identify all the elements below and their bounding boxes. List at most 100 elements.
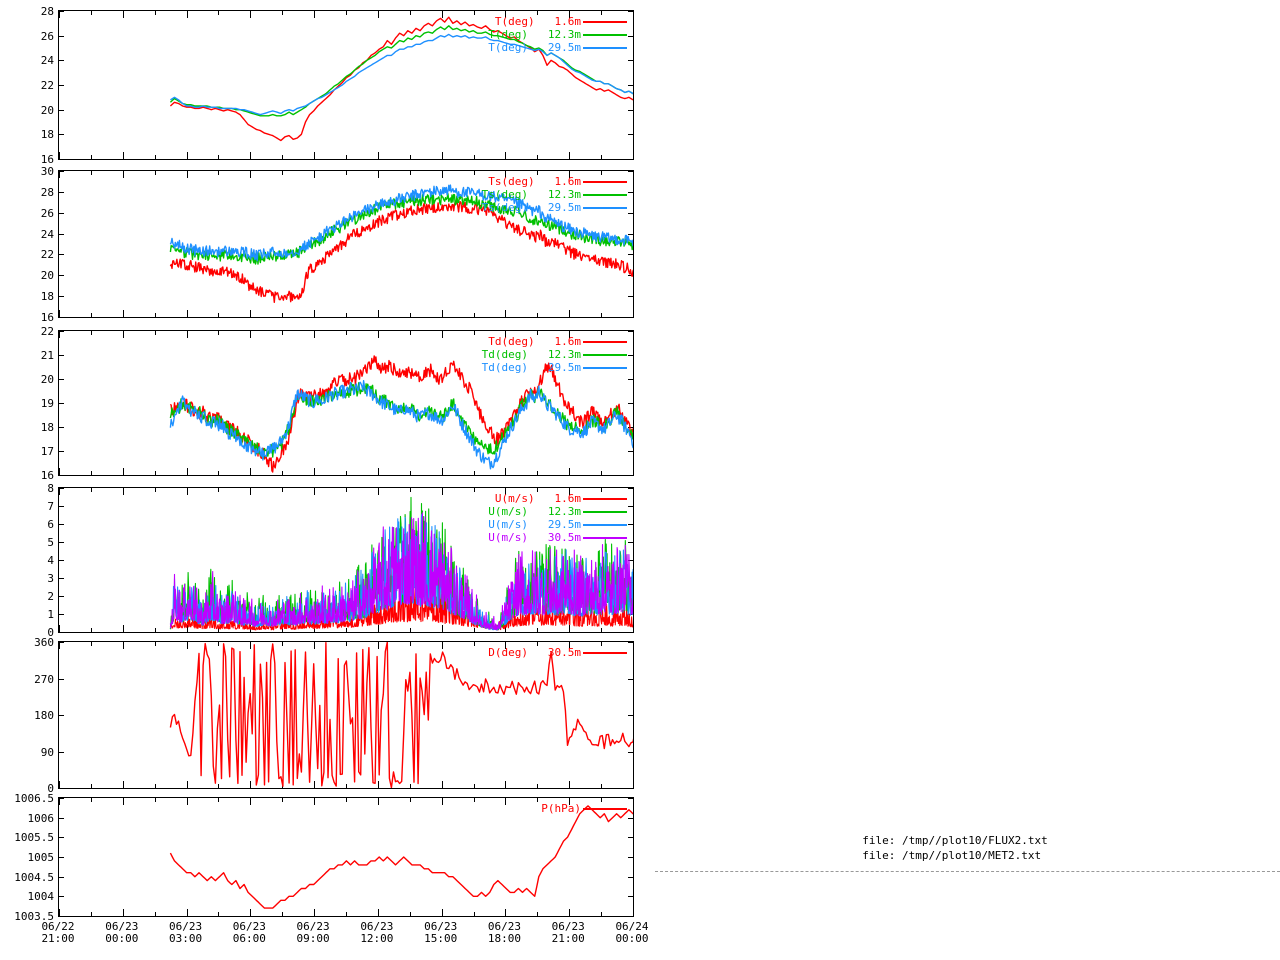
y-tick bbox=[628, 317, 633, 318]
x-tick bbox=[505, 468, 506, 475]
y-tick bbox=[628, 560, 633, 561]
x-tick bbox=[505, 625, 506, 632]
y-tick bbox=[628, 896, 633, 897]
y-tick-label: 20 bbox=[40, 104, 54, 117]
y-tick bbox=[628, 134, 633, 135]
x-tick bbox=[410, 642, 411, 646]
x-tick bbox=[91, 313, 92, 317]
x-tick bbox=[346, 628, 347, 632]
x-tick bbox=[346, 471, 347, 475]
x-tick bbox=[442, 642, 443, 649]
x-tick bbox=[187, 468, 188, 475]
x-tick bbox=[187, 909, 188, 916]
x-tick bbox=[282, 912, 283, 916]
x-tick bbox=[442, 625, 443, 632]
legend-label: U(m/s) 12.3m bbox=[488, 505, 581, 518]
x-tick bbox=[282, 313, 283, 317]
x-tick bbox=[569, 488, 570, 495]
plot-frame-wind-speed: U(m/s) 1.6m U(m/s) 12.3m U(m/s) 29.5m U(m/s… bbox=[58, 487, 634, 633]
x-tick bbox=[250, 798, 251, 805]
plot-frame-air-temperature: T(deg) 1.6m T(deg) 12.3m T(deg) 29.5m bbox=[58, 10, 634, 160]
series-layer bbox=[59, 798, 633, 916]
y-tick bbox=[628, 506, 633, 507]
x-tick bbox=[155, 488, 156, 492]
x-tick bbox=[537, 471, 538, 475]
plot-frame-pressure: P(hPa) bbox=[58, 797, 634, 917]
x-tick bbox=[59, 11, 60, 18]
x-tick bbox=[601, 331, 602, 335]
y-tick bbox=[628, 275, 633, 276]
x-tick bbox=[569, 152, 570, 159]
footer-file-line: file: /tmp//plot10/FLUX2.txt bbox=[862, 834, 1048, 847]
x-tick bbox=[442, 488, 443, 495]
x-tick bbox=[442, 11, 443, 18]
y-tick bbox=[628, 213, 633, 214]
y-tick-label: 5 bbox=[47, 536, 54, 549]
x-tick bbox=[633, 11, 634, 18]
x-tick bbox=[218, 11, 219, 15]
y-tick-label: 22 bbox=[40, 325, 54, 338]
y-tick-label: 1004 bbox=[27, 890, 55, 903]
x-tick bbox=[410, 912, 411, 916]
legend-entry: Ts(deg) 1.6m bbox=[449, 175, 629, 188]
x-tick bbox=[250, 331, 251, 338]
series-line bbox=[169, 200, 633, 303]
y-tick-label: 1004.5 bbox=[14, 871, 54, 884]
y-tick-label: 1003.5 bbox=[14, 910, 54, 923]
x-tick bbox=[378, 488, 379, 495]
x-tick bbox=[474, 11, 475, 15]
x-tick bbox=[155, 798, 156, 802]
y-tick bbox=[59, 275, 64, 276]
y-tick bbox=[628, 451, 633, 452]
x-tick bbox=[474, 798, 475, 802]
y-tick bbox=[59, 506, 64, 507]
x-tick bbox=[155, 313, 156, 317]
y-tick bbox=[59, 614, 64, 615]
y-tick bbox=[59, 596, 64, 597]
x-tick bbox=[505, 11, 506, 18]
legend-entry: D(deg) 30.5m bbox=[449, 646, 629, 659]
y-tick-label: 1006.5 bbox=[14, 792, 54, 805]
x-tick bbox=[250, 781, 251, 788]
series-line bbox=[169, 512, 633, 631]
x-tick bbox=[123, 171, 124, 178]
y-tick bbox=[628, 110, 633, 111]
x-tick bbox=[505, 909, 506, 916]
legend-color-swatch bbox=[583, 194, 627, 196]
legend-label: Td(deg) 29.5m bbox=[481, 361, 581, 374]
y-tick-label: 3 bbox=[47, 572, 54, 585]
y-tick bbox=[59, 632, 64, 633]
x-tick-label: 06/23 12:00 bbox=[360, 920, 394, 945]
y-tick-label: 18 bbox=[40, 290, 54, 303]
x-tick bbox=[91, 155, 92, 159]
x-tick bbox=[601, 628, 602, 632]
y-tick bbox=[628, 475, 633, 476]
y-tick-label: 24 bbox=[40, 228, 54, 241]
legend-label: Ts(deg) 1.6m bbox=[488, 175, 581, 188]
x-tick bbox=[633, 152, 634, 159]
series-line bbox=[170, 33, 633, 116]
y-tick bbox=[59, 542, 64, 543]
x-tick bbox=[569, 642, 570, 649]
legend-entry: Ts(deg) 12.3m bbox=[449, 188, 629, 201]
y-tick-label: 90 bbox=[40, 746, 54, 759]
y-tick-label: 16 bbox=[40, 311, 54, 324]
x-tick bbox=[569, 781, 570, 788]
x-tick bbox=[282, 642, 283, 646]
y-tick bbox=[628, 715, 633, 716]
y-tick-label: 20 bbox=[40, 269, 54, 282]
x-tick bbox=[282, 471, 283, 475]
x-tick bbox=[187, 171, 188, 178]
y-tick-label: 270 bbox=[34, 673, 54, 686]
legend-label: U(m/s) 1.6m bbox=[494, 492, 581, 505]
x-tick bbox=[187, 310, 188, 317]
x-tick bbox=[282, 331, 283, 335]
x-tick bbox=[601, 488, 602, 492]
x-tick bbox=[155, 642, 156, 646]
y-tick-label: 26 bbox=[40, 30, 54, 43]
x-tick bbox=[537, 628, 538, 632]
x-tick bbox=[346, 488, 347, 492]
y-tick-label: 17 bbox=[40, 445, 54, 458]
series-line bbox=[169, 184, 633, 262]
x-tick bbox=[59, 468, 60, 475]
